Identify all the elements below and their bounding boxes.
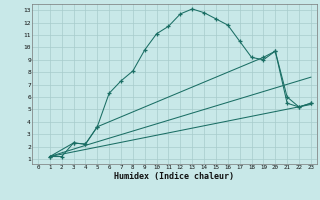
- X-axis label: Humidex (Indice chaleur): Humidex (Indice chaleur): [115, 172, 234, 181]
